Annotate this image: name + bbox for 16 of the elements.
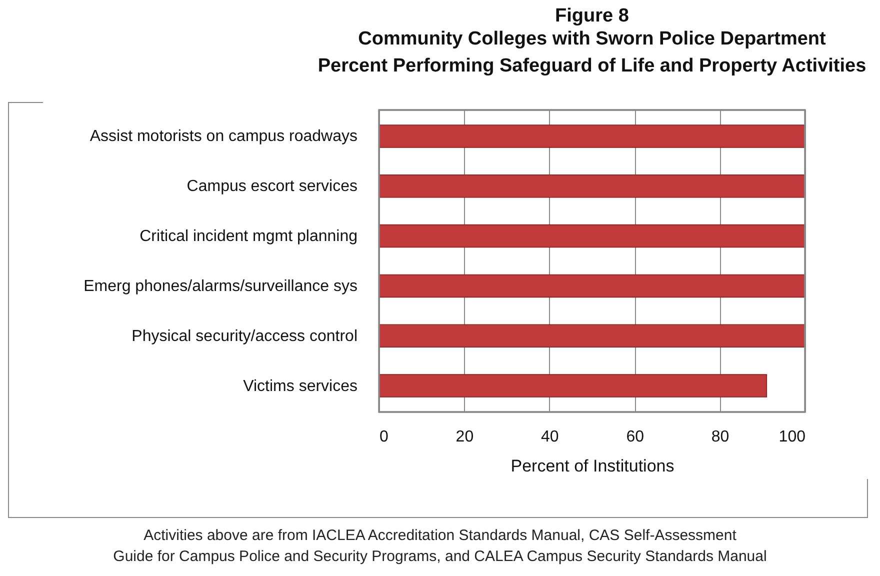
x-tick-label: 20 <box>456 428 474 446</box>
x-tick-label: 40 <box>541 428 559 446</box>
y-tick-label: Physical security/access control <box>132 328 358 345</box>
x-tick-label: 60 <box>626 428 644 446</box>
y-tick-label: Assist motorists on campus roadways <box>90 128 358 146</box>
y-tick-label: Emerg phones/alarms/surveillance sys <box>84 278 358 295</box>
x-axis-title: Percent of Institutions <box>510 456 674 476</box>
y-tick-label: Critical incident mgmt planning <box>140 228 358 246</box>
x-tick-label: 80 <box>711 428 730 446</box>
y-tick-label: Victims services <box>243 378 358 395</box>
x-tick-label: 100 <box>778 428 806 446</box>
x-tick-label: 0 <box>380 428 388 446</box>
chart-subtitle: Community Colleges with Sworn Police Department Percent Performing Safeguard of Life and Property Activities <box>318 28 866 76</box>
y-tick-label: Campus escort services <box>186 178 358 196</box>
text: Activities above are from IACLEA Accreditation Standards Manual, CAS Self-Assessment Guide for Campus Police and Security Programs, and CALEA Campus Security Standards Manual <box>112 526 768 567</box>
chart-title: Figure 8 <box>555 5 629 26</box>
